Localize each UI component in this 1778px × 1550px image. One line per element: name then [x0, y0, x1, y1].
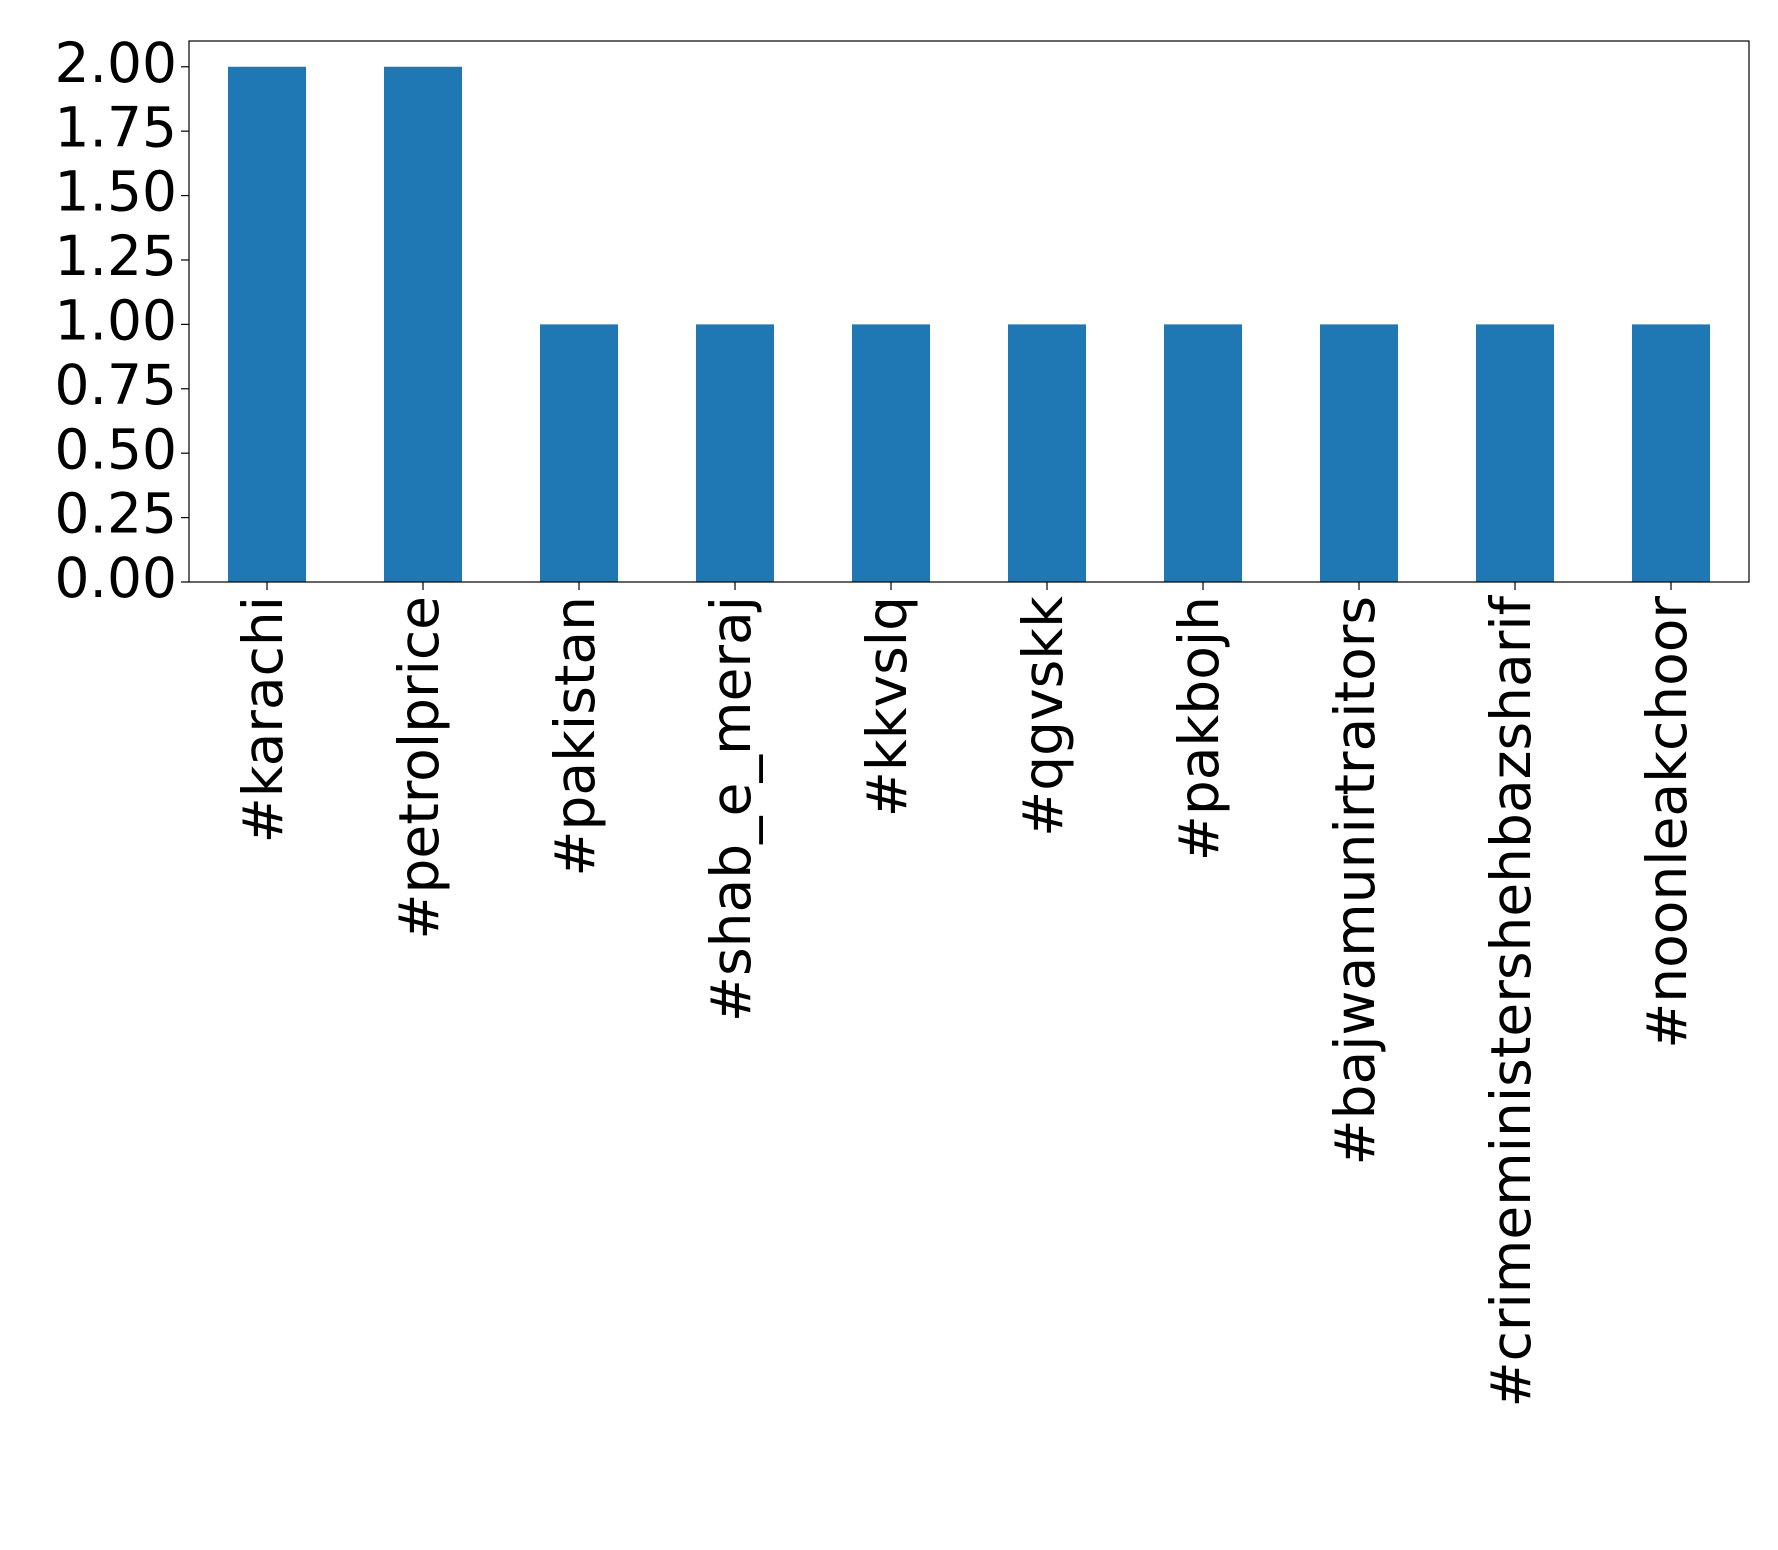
bar: [228, 66, 306, 582]
bar: [1632, 324, 1710, 582]
plot-frame: [188, 40, 1750, 583]
x-tick-label: #qgvskk: [1011, 596, 1075, 837]
y-tick-label: 1.00: [55, 289, 177, 353]
y-tick-label: 0.50: [55, 417, 177, 481]
bar: [696, 324, 774, 582]
y-tick-label: 1.25: [55, 224, 177, 288]
y-tick-label: 2.00: [55, 31, 177, 95]
y-tick-label: 1.50: [55, 160, 177, 224]
x-tick-label: #pakbojh: [1167, 596, 1231, 861]
x-tick-label: #bajwamunirtraitors: [1323, 596, 1387, 1166]
bar: [540, 324, 618, 582]
y-tick-label: 0.75: [55, 353, 177, 417]
x-tick-label: #kkvslq: [855, 596, 919, 817]
bar: [384, 66, 462, 582]
y-tick-label: 0.00: [55, 546, 177, 610]
bar: [1164, 324, 1242, 582]
y-tick-label: 0.25: [55, 482, 177, 546]
x-tick-label: #shab_e_meraj: [699, 596, 763, 1022]
x-tick-label: #noonleakchoor: [1635, 596, 1699, 1049]
x-tick-label: #petrolprice: [387, 596, 451, 940]
x-tick-label: #crimeministershehbazsharif: [1479, 594, 1543, 1407]
bar: [852, 324, 930, 582]
bar: [1320, 324, 1398, 582]
y-tick-label: 1.75: [55, 95, 177, 159]
x-tick-label: #pakistan: [543, 596, 607, 877]
bar: [1008, 324, 1086, 582]
x-tick-label: #karachi: [231, 596, 295, 843]
bar: [1476, 324, 1554, 582]
